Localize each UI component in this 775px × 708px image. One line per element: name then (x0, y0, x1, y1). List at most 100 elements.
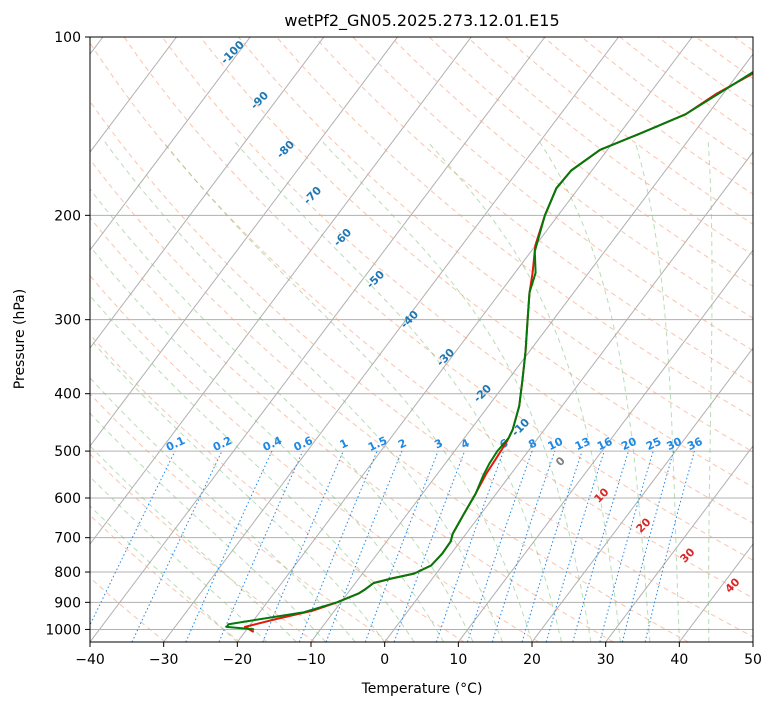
dry-adiabat-label: -60 (331, 226, 354, 249)
moist-adiabat-line (90, 476, 268, 642)
isotherm-line (457, 249, 753, 642)
dry-adiabat-label: -70 (301, 184, 324, 207)
isentrope-line (0, 141, 46, 642)
mixing-ratio-line (572, 450, 629, 642)
moist-adiabat-label: 10 (592, 485, 612, 505)
dry-adiabat-line (90, 576, 166, 642)
mixing-ratio-line (644, 450, 695, 642)
dry-adiabat-label: -100 (218, 38, 247, 67)
y-tick-label: 900 (54, 595, 81, 611)
dry-adiabat-line (276, 37, 753, 418)
series-layer (225, 70, 753, 633)
tick-layer: −40 −30 −20 −10 0 10 20 30 40 5010020030040050060… (45, 30, 762, 668)
y-tick-label: 400 (54, 387, 81, 403)
y-tick-label: 1000 (45, 622, 81, 638)
mixing-ratio-line (467, 450, 533, 642)
x-tick-label: −10 (296, 652, 326, 668)
grid-layer (90, 37, 753, 642)
x-tick-label: 30 (597, 652, 615, 668)
dry-adiabat-label: -50 (364, 268, 387, 291)
y-tick-label: 600 (54, 491, 81, 507)
dry-adiabat-line (657, 37, 753, 108)
isotherm-line (605, 445, 753, 642)
dry-adiabat-line (90, 216, 614, 642)
moist-adiabat-line (90, 295, 415, 642)
isotherm-line (90, 37, 398, 447)
dry-adiabat-line (90, 100, 753, 638)
mixing-ratio-line (521, 450, 583, 642)
moist-adiabat-label: 0 (553, 454, 568, 469)
adiabat-layer (0, 37, 753, 642)
dry-adiabat-line (90, 514, 241, 642)
mixing-ratio-layer (90, 450, 695, 642)
isotherm-line (310, 53, 753, 642)
isotherm-line (90, 37, 472, 545)
x-tick-label: −30 (149, 652, 179, 668)
temperature-profile-line (244, 72, 753, 633)
mixing-ratio-label: 1 (338, 436, 350, 451)
mixing-ratio-line (435, 450, 504, 642)
dry-adiabat-line (466, 37, 753, 256)
moist-adiabat-line (538, 141, 651, 642)
mixing-ratio-label: 36 (685, 435, 705, 453)
isotherm-line (90, 37, 546, 642)
x-tick-label: 10 (449, 652, 467, 668)
chart-title: wetPf2_GN05.2025.273.12.01.E15 (284, 11, 559, 31)
mixing-ratio-label: 25 (644, 435, 663, 453)
isotherm-line (531, 347, 753, 642)
dry-adiabat-label: -40 (398, 308, 421, 331)
y-tick-label: 200 (54, 208, 81, 224)
isotherm-line (384, 151, 753, 642)
x-tick-label: −40 (75, 652, 105, 668)
dry-adiabat-label: -30 (434, 346, 457, 369)
mixing-ratio-label: 4 (459, 436, 472, 451)
dry-adiabat-line (390, 37, 753, 319)
dry-adiabat-line (90, 393, 390, 642)
dry-adiabat-line (123, 37, 753, 561)
moist-adiabat-line (90, 412, 327, 642)
mixing-ratio-line (621, 450, 675, 642)
mixing-ratio-line (491, 450, 556, 642)
dry-adiabat-line (90, 275, 540, 642)
moist-adiabat-line (90, 505, 238, 642)
dry-adiabat-line (90, 42, 753, 599)
moist-adiabat-line (90, 245, 445, 642)
dry-adiabat-label: -80 (274, 138, 297, 161)
mixing-ratio-label: 10 (546, 435, 566, 453)
mixing-ratio-line (599, 450, 654, 642)
moist-adiabat-line (321, 140, 592, 642)
moist-adiabat-line (90, 188, 474, 642)
y-tick-label: 800 (54, 565, 81, 581)
isotherm-line (236, 37, 693, 642)
mixing-ratio-line (364, 450, 439, 642)
isotherm-line (163, 37, 619, 642)
dry-adiabat-line (734, 37, 753, 52)
dry-adiabat-line (543, 37, 753, 195)
moist-adiabat-line (634, 141, 680, 642)
mixing-ratio-label: 20 (619, 435, 639, 453)
x-tick-label: −20 (223, 652, 253, 668)
isotherm-line (90, 37, 177, 153)
x-tick-label: 50 (744, 652, 762, 668)
mixing-ratio-line (298, 450, 378, 642)
mixing-ratio-line (393, 450, 466, 642)
y-tick-label: 100 (54, 30, 81, 46)
dry-adiabat-line (238, 37, 753, 453)
mixing-ratio-label: 30 (665, 435, 685, 453)
mixing-ratio-label: 13 (573, 435, 592, 453)
mixing-ratio-line (545, 450, 605, 642)
line-label-layer: 0.1 0.2 0.4 0.6 1 1.5 2 3 4 6 8 10 13 16 20 25 30 36-100-… (164, 38, 743, 596)
y-axis-label: Pressure (hPa) (12, 289, 28, 389)
dry-adiabat-line (352, 37, 753, 352)
dry-adiabat-label: -90 (248, 89, 271, 112)
mixing-ratio-line (218, 450, 304, 642)
moist-adiabat-line (103, 141, 503, 642)
y-tick-label: 500 (54, 444, 81, 460)
dry-adiabat-line (90, 158, 689, 642)
x-tick-label: 0 (380, 652, 389, 668)
moist-adiabat-line (90, 377, 356, 642)
isotherm-line (90, 37, 325, 349)
mixing-ratio-label: 16 (595, 435, 615, 453)
x-tick-label: 20 (523, 652, 541, 668)
